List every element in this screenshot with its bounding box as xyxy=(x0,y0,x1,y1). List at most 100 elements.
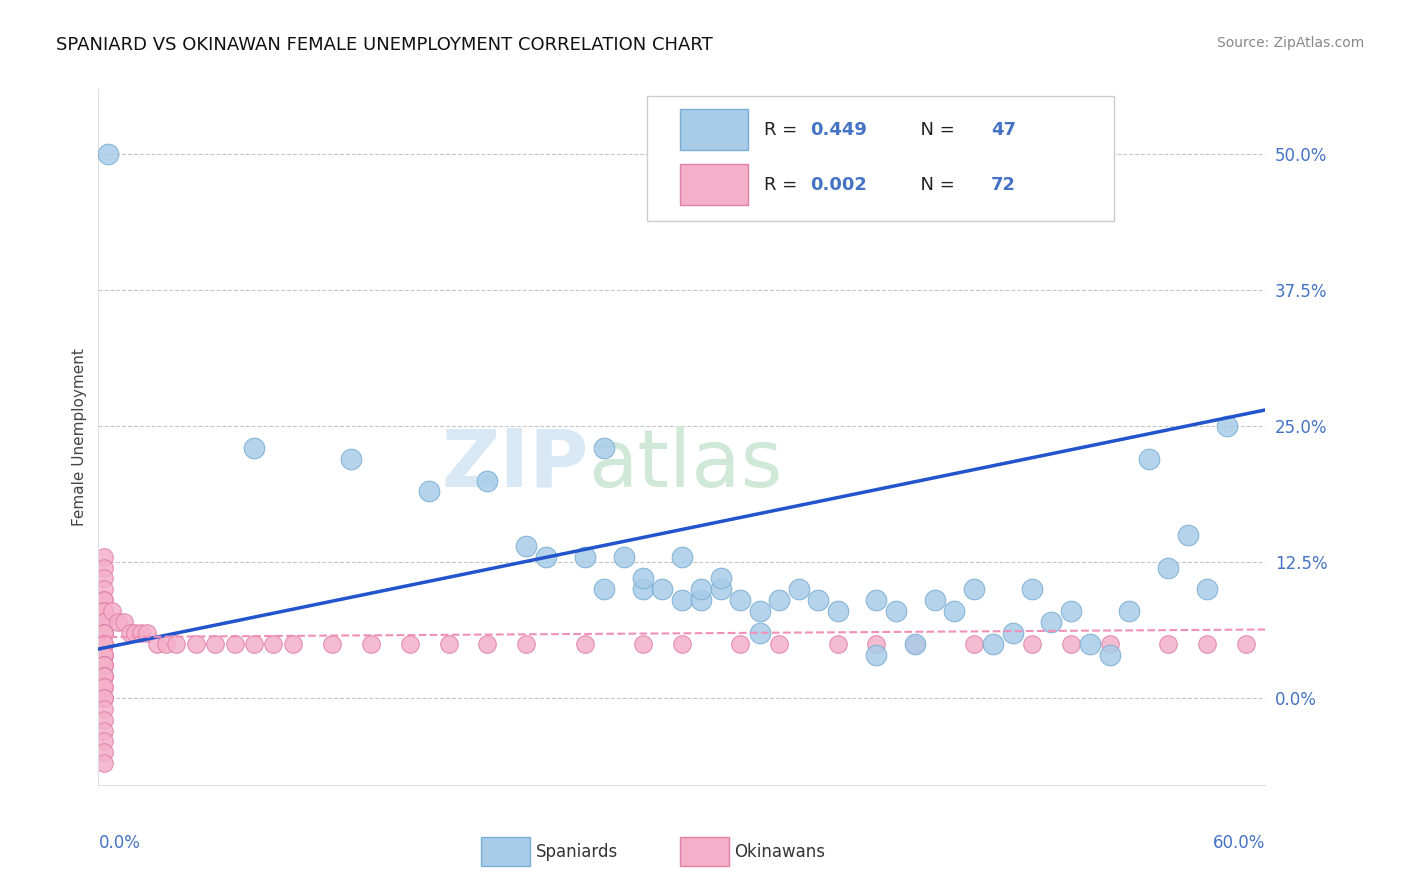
Point xyxy=(981,637,1004,651)
Point xyxy=(93,571,115,585)
Point xyxy=(710,582,733,597)
Point xyxy=(477,637,499,651)
Point xyxy=(1001,625,1024,640)
Point xyxy=(93,615,115,629)
Point xyxy=(340,451,363,466)
Point xyxy=(321,637,343,651)
Point xyxy=(690,582,713,597)
Point xyxy=(710,571,733,585)
Text: N =: N = xyxy=(910,177,960,194)
Point xyxy=(93,593,115,607)
Point xyxy=(477,474,499,488)
Point xyxy=(184,637,207,651)
Text: ZIP: ZIP xyxy=(441,425,589,504)
Point xyxy=(398,637,420,651)
Point xyxy=(515,539,537,553)
Point xyxy=(129,625,152,640)
Point xyxy=(787,582,810,597)
Text: 72: 72 xyxy=(991,177,1017,194)
Point xyxy=(93,669,115,683)
Point xyxy=(865,648,887,662)
Text: 0.0%: 0.0% xyxy=(98,834,141,852)
Text: 0.002: 0.002 xyxy=(810,177,868,194)
Point xyxy=(93,658,115,673)
FancyBboxPatch shape xyxy=(679,109,748,150)
Point xyxy=(651,582,673,597)
Point xyxy=(360,637,382,651)
Point xyxy=(631,637,654,651)
Point xyxy=(574,549,596,564)
Point xyxy=(93,582,115,597)
Point xyxy=(1234,637,1257,651)
Point xyxy=(118,625,141,640)
Point xyxy=(136,625,159,640)
Point xyxy=(93,756,115,771)
Point xyxy=(243,637,266,651)
Point xyxy=(93,658,115,673)
Point xyxy=(93,734,115,748)
Point xyxy=(93,723,115,738)
Point xyxy=(534,549,557,564)
Point xyxy=(418,484,440,499)
Point xyxy=(155,637,177,651)
Point xyxy=(107,615,129,629)
Point xyxy=(93,604,115,618)
Point xyxy=(671,593,693,607)
Point xyxy=(165,637,187,651)
Point xyxy=(962,582,984,597)
Point xyxy=(1060,604,1083,618)
Point xyxy=(437,637,460,651)
Point xyxy=(93,615,115,629)
Point xyxy=(1098,648,1121,662)
Point xyxy=(1040,615,1063,629)
Point xyxy=(631,582,654,597)
Point xyxy=(690,593,713,607)
Text: SPANIARD VS OKINAWAN FEMALE UNEMPLOYMENT CORRELATION CHART: SPANIARD VS OKINAWAN FEMALE UNEMPLOYMENT… xyxy=(56,36,713,54)
Text: R =: R = xyxy=(763,177,803,194)
Point xyxy=(904,637,927,651)
Point xyxy=(93,625,115,640)
Point xyxy=(93,637,115,651)
Point xyxy=(101,604,124,618)
Text: Okinawans: Okinawans xyxy=(734,843,825,861)
Point xyxy=(93,604,115,618)
Point xyxy=(93,637,115,651)
Point xyxy=(93,637,115,651)
Point xyxy=(1215,419,1237,434)
Point xyxy=(262,637,284,651)
Point xyxy=(93,745,115,759)
Point xyxy=(1060,637,1083,651)
Point xyxy=(768,593,790,607)
Point xyxy=(807,593,830,607)
Point xyxy=(1177,528,1199,542)
Text: atlas: atlas xyxy=(589,425,783,504)
Point xyxy=(827,637,849,651)
Point xyxy=(93,625,115,640)
Point xyxy=(631,571,654,585)
Point xyxy=(730,593,752,607)
Point xyxy=(124,625,146,640)
Point xyxy=(93,690,115,705)
Point xyxy=(93,648,115,662)
Point xyxy=(93,625,115,640)
Point xyxy=(93,680,115,694)
Y-axis label: Female Unemployment: Female Unemployment xyxy=(72,348,87,526)
Point xyxy=(865,637,887,651)
FancyBboxPatch shape xyxy=(647,96,1114,221)
Point xyxy=(730,637,752,651)
Text: 47: 47 xyxy=(991,120,1017,138)
Point xyxy=(1098,637,1121,651)
Point xyxy=(1021,637,1043,651)
Text: N =: N = xyxy=(910,120,960,138)
Point xyxy=(1195,582,1218,597)
Point xyxy=(93,713,115,727)
FancyBboxPatch shape xyxy=(679,837,728,866)
Point xyxy=(1195,637,1218,651)
Point xyxy=(924,593,946,607)
Point xyxy=(93,560,115,574)
Point xyxy=(204,637,226,651)
Point xyxy=(865,593,887,607)
Point xyxy=(884,604,907,618)
Point xyxy=(593,441,616,455)
Point xyxy=(93,648,115,662)
